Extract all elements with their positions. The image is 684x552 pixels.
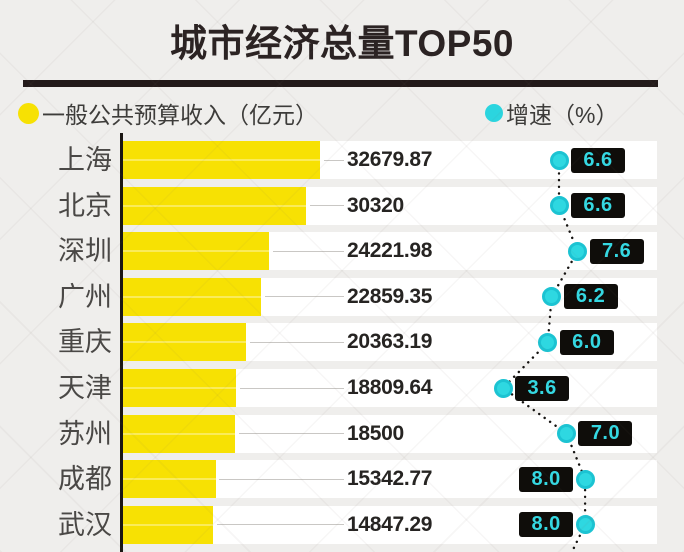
city-label: 成都 xyxy=(58,464,112,495)
growth-dot xyxy=(549,196,569,216)
revenue-value: 18809.64 xyxy=(347,376,433,399)
title-divider xyxy=(23,80,658,87)
revenue-bar xyxy=(123,505,213,544)
city-label: 天津 xyxy=(58,373,112,403)
revenue-value: 30320 xyxy=(347,193,404,217)
leader-line xyxy=(219,478,344,480)
growth-badge: 6.6 xyxy=(571,193,626,219)
y-axis-line xyxy=(120,133,123,552)
growth-badge: 8.0 xyxy=(519,466,574,492)
revenue-value: 20363.19 xyxy=(347,330,433,354)
leader-line xyxy=(249,341,344,343)
city-label: 武汉 xyxy=(58,509,112,540)
leader-line xyxy=(216,524,344,526)
growth-badge: 7.0 xyxy=(578,421,633,447)
city-label: 苏州 xyxy=(58,418,112,449)
leader-line xyxy=(309,205,344,207)
revenue-bar xyxy=(123,186,306,225)
revenue-value: 14847.29 xyxy=(347,512,433,536)
revenue-bar xyxy=(123,141,320,179)
revenue-value: 15342.77 xyxy=(347,467,433,491)
legend-growth: 增速（%） xyxy=(485,99,619,128)
growth-dot xyxy=(556,424,576,444)
chart-title: 城市经济总量TOP50 xyxy=(169,23,515,64)
revenue-value: 24221.98 xyxy=(347,239,433,263)
city-label: 上海 xyxy=(58,145,112,175)
leader-line xyxy=(324,159,344,161)
growth-dot xyxy=(549,150,569,170)
revenue-value: 18500 xyxy=(347,421,404,445)
leader-line xyxy=(240,387,344,389)
city-label: 重庆 xyxy=(58,327,112,358)
revenue-bar xyxy=(123,232,269,271)
revenue-swatch-icon xyxy=(18,102,39,124)
growth-badge: 7.6 xyxy=(589,238,644,264)
leader-line xyxy=(238,433,344,435)
growth-dot xyxy=(493,378,513,398)
growth-badge: 3.6 xyxy=(515,375,570,401)
revenue-value: 32679.87 xyxy=(347,148,433,171)
revenue-bar xyxy=(123,277,261,316)
growth-badge: 8.0 xyxy=(519,512,574,538)
legend-revenue-label: 一般公共预算收入（亿元） xyxy=(42,102,318,128)
growth-swatch-icon xyxy=(485,104,503,122)
revenue-bar xyxy=(123,369,237,407)
growth-badge: 6.2 xyxy=(563,284,618,310)
revenue-value: 22859.35 xyxy=(347,284,433,308)
legend-growth-label: 增速（%） xyxy=(506,102,619,128)
revenue-bar xyxy=(123,323,246,362)
city-label: 广州 xyxy=(58,281,112,312)
growth-badge: 6.0 xyxy=(559,329,614,355)
legend-revenue: 一般公共预算收入（亿元） xyxy=(18,99,318,128)
growth-dot xyxy=(568,241,588,261)
city-label: 北京 xyxy=(58,190,112,221)
city-label: 深圳 xyxy=(58,236,112,267)
growth-dot xyxy=(575,515,595,535)
growth-badge: 6.6 xyxy=(571,147,626,173)
revenue-bar xyxy=(123,414,235,453)
revenue-bar xyxy=(123,460,216,499)
leader-line xyxy=(273,250,344,252)
growth-dot xyxy=(575,469,595,489)
leader-line xyxy=(264,296,344,298)
